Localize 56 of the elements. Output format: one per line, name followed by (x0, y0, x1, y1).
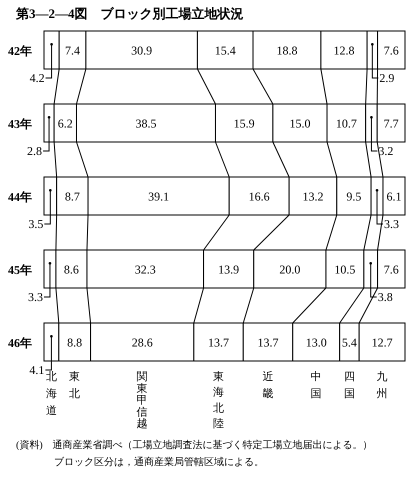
data-label: 6.1 (386, 190, 402, 204)
data-label: 13.7 (258, 336, 278, 350)
data-label: 7.4 (65, 44, 80, 58)
data-label: 9.5 (346, 190, 362, 204)
data-label: 12.7 (372, 336, 393, 350)
data-label: 4.2 (30, 71, 45, 85)
data-label: 18.8 (276, 44, 298, 58)
data-label: 39.1 (148, 190, 170, 204)
y-tick-label: 46年 (8, 336, 32, 350)
data-label: 3.2 (378, 144, 394, 158)
data-label: 2.8 (27, 144, 42, 158)
series-label: 関東甲信越 (136, 371, 148, 430)
data-label: 15.0 (289, 116, 310, 130)
data-label: 3.3 (28, 290, 43, 304)
data-label: 4.1 (29, 363, 44, 377)
data-label: 15.4 (214, 44, 236, 58)
data-label: 10.7 (336, 116, 357, 130)
data-label: 13.9 (218, 262, 240, 276)
data-label: 3.5 (28, 217, 44, 231)
data-label: 3.3 (384, 217, 400, 231)
data-label: 16.6 (248, 190, 270, 204)
series-label: 北海道 (46, 371, 57, 417)
data-label: 15.9 (234, 116, 255, 130)
data-label: 7.6 (384, 44, 399, 58)
data-label: 2.9 (379, 71, 394, 85)
data-label: 3.8 (378, 290, 393, 304)
data-label: 12.8 (334, 44, 354, 58)
data-label: 13.7 (208, 336, 230, 350)
data-label: 13.2 (302, 190, 324, 204)
y-tick-label: 42年 (8, 44, 32, 58)
data-label: 10.5 (334, 262, 356, 276)
data-label: 13.0 (306, 336, 327, 350)
data-label: 20.0 (279, 262, 300, 276)
data-label: 5.4 (342, 336, 357, 350)
y-tick-label: 43年 (8, 117, 32, 131)
annotation: (資料) 通商産業省調べ（工場立地調査法に基づく特定工場立地届出による。） (16, 440, 373, 451)
data-label: 32.3 (134, 262, 156, 276)
data-label: 28.6 (132, 336, 153, 350)
data-label: 8.8 (67, 336, 82, 350)
annotation: ブロック区分は，通商産業局管轄区域による。 (54, 457, 264, 468)
y-tick-label: 44年 (8, 190, 32, 204)
data-label: 7.7 (384, 116, 399, 130)
series-label: 中国 (310, 371, 322, 400)
series-label: 東北 (69, 371, 80, 400)
data-label: 8.6 (64, 262, 79, 276)
series-label: 東海北陸 (213, 371, 224, 430)
chart-title: 第3—2—4図 ブロック別工場立地状況 (16, 6, 244, 21)
series-label: 四国 (344, 371, 355, 400)
y-tick-label: 45年 (8, 263, 32, 277)
data-label: 38.5 (135, 116, 156, 130)
series-label: 九州 (376, 371, 388, 400)
data-label: 6.2 (58, 116, 73, 130)
data-label: 8.7 (64, 190, 80, 204)
data-label: 7.6 (384, 262, 399, 276)
series-label: 近畿 (262, 371, 274, 400)
data-label: 30.9 (131, 44, 152, 58)
